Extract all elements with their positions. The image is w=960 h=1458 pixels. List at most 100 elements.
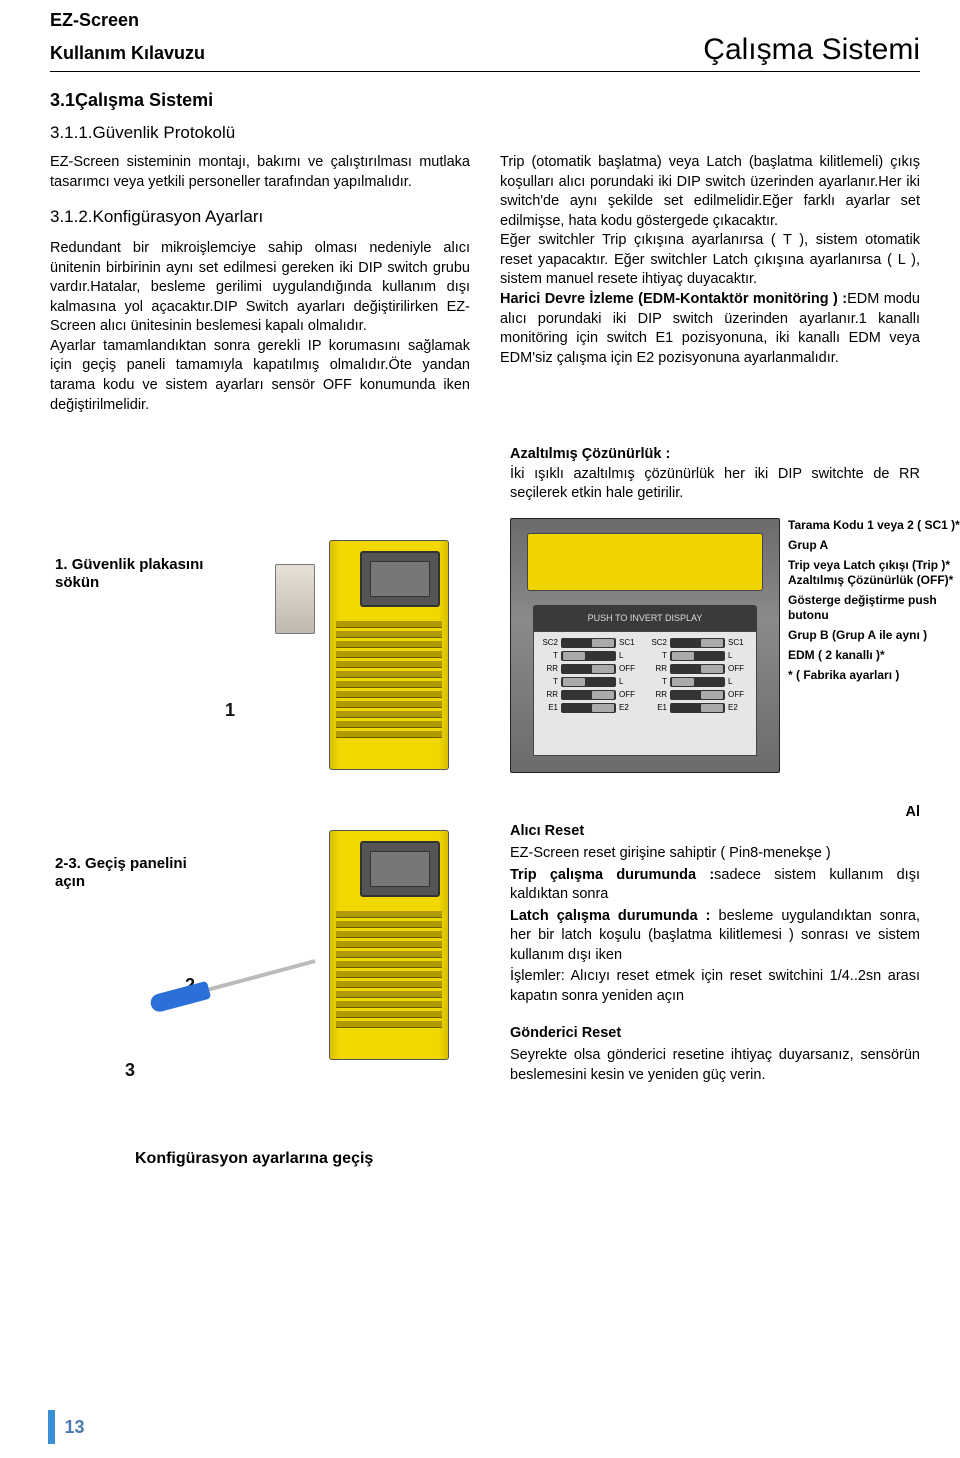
right-p1: Trip (otomatik başlatma) veya Latch (baş…	[500, 153, 920, 231]
dip-rlbl: SC1	[619, 638, 641, 647]
dip-row: RROFF	[540, 690, 641, 700]
dip-lbl: T	[540, 677, 558, 686]
illust-wrap: 1. Güvenlik plakasını sökün 1 2-3. Geçiş…	[55, 530, 475, 1210]
dip-rlbl: L	[728, 651, 750, 660]
dip-annot: Gösterge değiştirme push butonu	[788, 593, 960, 623]
dip-lbl: RR	[649, 664, 667, 673]
module-1	[329, 540, 449, 770]
header-line1: EZ-Screen	[50, 10, 920, 31]
dip-rlbl: SC1	[728, 638, 750, 647]
reset-h2: Gönderici Reset	[510, 1024, 920, 1044]
dip-slot	[670, 664, 725, 674]
reset-h1: Alıcı Reset	[510, 823, 584, 839]
azalt-body: İki ışıklı azaltılmış çözünürlük her iki…	[510, 465, 920, 504]
reset-p2: Trip çalışma durumunda :sadece sistem ku…	[510, 866, 920, 905]
dip-photo: PUSH TO INVERT DISPLAY SC2SC1 TL RROFF T…	[510, 518, 780, 773]
dip-row: SC2 SC1	[649, 638, 750, 648]
dip-lbl: RR	[540, 664, 558, 673]
dip-row: TL	[649, 651, 750, 661]
dip-rlbl: L	[728, 677, 750, 686]
dip-slot	[561, 690, 616, 700]
reset-p2a: Trip çalışma durumunda :	[510, 867, 714, 883]
dip-lbl: SC2	[540, 638, 558, 647]
module-screen	[360, 841, 440, 897]
dip-pushbar: PUSH TO INVERT DISPLAY	[533, 605, 757, 631]
dip-row: E1 E2	[649, 703, 750, 713]
dip-rlbl: E2	[619, 703, 641, 712]
dip-slot	[670, 703, 725, 713]
module-screen-inner	[370, 561, 430, 597]
page: EZ-Screen Kullanım Kılavuzu Çalışma Sist…	[0, 0, 960, 1458]
reset-p4: İşlemler: Alıcıyı reset etmek için reset…	[510, 967, 920, 1006]
screwdriver-icon	[150, 956, 317, 1010]
dip-rlbl: L	[619, 651, 641, 660]
dip-slot	[561, 651, 616, 661]
h-31: 3.1Çalışma Sistemi	[50, 90, 920, 111]
dip-slot	[670, 677, 725, 687]
dip-rlbl: OFF	[619, 664, 641, 673]
dip-diagram: PUSH TO INVERT DISPLAY SC2SC1 TL RROFF T…	[510, 518, 960, 773]
left-p3: Ayarlar tamamlandıktan sonra gerekli IP …	[50, 337, 470, 415]
right-lower: Al Alıcı Reset EZ-Screen reset girişine …	[510, 803, 920, 1085]
left-p1: EZ-Screen sisteminin montajı, bakımı ve …	[50, 153, 470, 192]
header-line2: Kullanım Kılavuzu	[50, 43, 205, 64]
dip-lbl: E1	[540, 703, 558, 712]
h-311: 3.1.1.Güvenlik Protokolü	[50, 123, 920, 143]
header-row: Kullanım Kılavuzu Çalışma Sistemi	[50, 33, 920, 72]
dip-rlbl: OFF	[619, 690, 641, 699]
dip-rlbl: OFF	[728, 690, 750, 699]
step1-num: 1.	[55, 556, 68, 573]
dip-lbl: T	[540, 651, 558, 660]
dip-slot	[561, 664, 616, 674]
right-col: Trip (otomatik başlatma) veya Latch (baş…	[500, 153, 920, 415]
step23-label: 2-3. Geçiş panelini açın	[55, 855, 215, 891]
step1-text: Güvenlik plakasını sökün	[55, 556, 203, 591]
module-bars	[336, 621, 442, 763]
reset-p5: Seyrekte olsa gönderici resetine ihtiyaç…	[510, 1046, 920, 1085]
page-number: 13	[48, 1410, 94, 1444]
right-p3: Harici Devre İzleme (EDM-Kontaktör monit…	[500, 290, 920, 368]
right-p3-bold: Harici Devre İzleme (EDM-Kontaktör monit…	[500, 291, 847, 307]
dip-slot	[561, 703, 616, 713]
dip-slot	[670, 690, 725, 700]
dip-row: RR OFF	[649, 690, 750, 700]
dip-yellow-plate	[527, 533, 763, 591]
dip-annot: * ( Fabrika ayarları )	[788, 668, 960, 683]
dip-lbl: T	[649, 651, 667, 660]
dip-rlbl: E2	[728, 703, 750, 712]
dip-annot: Grup A	[788, 538, 960, 553]
left-col: EZ-Screen sisteminin montajı, bakımı ve …	[50, 153, 470, 415]
dip-row: E1 E2	[540, 703, 641, 713]
dip-rlbl: OFF	[728, 664, 750, 673]
num-3: 3	[125, 1060, 135, 1081]
dip-lbl: SC2	[649, 638, 667, 647]
dip-annots: Tarama Kodu 1 veya 2 ( SC1 )* Grup A Tri…	[788, 518, 960, 688]
illust: 1. Güvenlik plakasını sökün 1 2-3. Geçiş…	[55, 530, 475, 1210]
module-2	[329, 830, 449, 1060]
dip-row: TL	[540, 651, 641, 661]
dip-row: SC2 SC1	[540, 638, 641, 648]
reset-p1: EZ-Screen reset girişine sahiptir ( Pin8…	[510, 844, 920, 864]
dip-lbl: RR	[649, 690, 667, 699]
two-col: EZ-Screen sisteminin montajı, bakımı ve …	[50, 153, 920, 415]
dip-lbl: E1	[649, 703, 667, 712]
dip-row: RR OFF	[540, 664, 641, 674]
dip-slot	[670, 651, 725, 661]
module-screen-inner	[370, 851, 430, 887]
al-label: Al	[510, 803, 920, 823]
right-p2: Eğer switchler Trip çıkışına ayarlanırsa…	[500, 231, 920, 290]
plate-icon	[275, 564, 315, 634]
dip-col-b: SC2SC1 TL RROFF TL RROFF E1E2	[649, 638, 750, 749]
module-bars	[336, 911, 442, 1053]
reset-p3: Latch çalışma durumunda : besleme uygula…	[510, 907, 920, 966]
step23-num: 2-3.	[55, 855, 81, 872]
azalt-block: Azaltılmış Çözünürlük : İki ışıklı azalt…	[510, 445, 920, 504]
num-1: 1	[225, 700, 235, 721]
screwdriver-handle	[149, 981, 212, 1014]
dip-annot: Grup B (Grup A ile aynı )	[788, 628, 960, 643]
module-screen	[360, 551, 440, 607]
dip-slot	[561, 638, 616, 648]
illust-caption: Konfigürasyon ayarlarına geçiş	[135, 1150, 373, 1168]
reset-p3a: Latch çalışma durumunda :	[510, 908, 711, 924]
dip-rlbl: L	[619, 677, 641, 686]
